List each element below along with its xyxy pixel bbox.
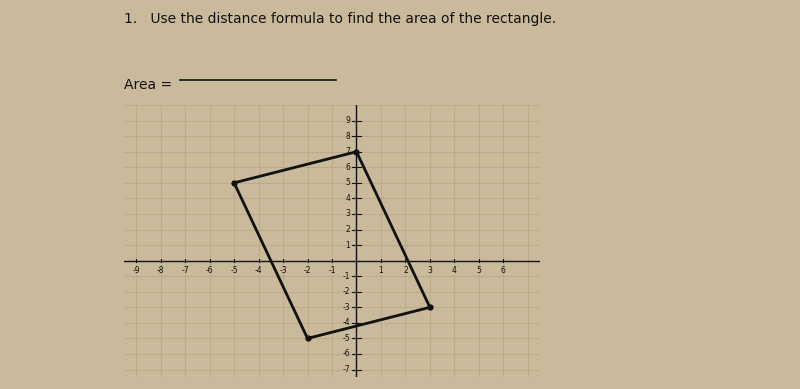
Text: 7: 7	[346, 147, 350, 156]
Text: -3: -3	[279, 266, 287, 275]
Text: 2: 2	[346, 225, 350, 234]
Text: -5: -5	[230, 266, 238, 275]
Text: 9: 9	[346, 116, 350, 125]
Text: 5: 5	[476, 266, 482, 275]
Text: -1: -1	[343, 272, 350, 281]
Text: -8: -8	[157, 266, 165, 275]
Text: 3: 3	[427, 266, 432, 275]
Text: -7: -7	[342, 365, 350, 374]
Text: -9: -9	[133, 266, 140, 275]
Text: 1: 1	[378, 266, 383, 275]
Text: -4: -4	[254, 266, 262, 275]
Text: -6: -6	[342, 349, 350, 359]
Text: 6: 6	[501, 266, 506, 275]
Text: -2: -2	[304, 266, 311, 275]
Text: 6: 6	[346, 163, 350, 172]
Text: 1.   Use the distance formula to find the area of the rectangle.: 1. Use the distance formula to find the …	[124, 12, 556, 26]
Text: 4: 4	[452, 266, 457, 275]
Text: Area =: Area =	[124, 78, 172, 92]
Text: -6: -6	[206, 266, 214, 275]
Text: 4: 4	[346, 194, 350, 203]
Text: -7: -7	[182, 266, 189, 275]
Text: 2: 2	[403, 266, 408, 275]
Text: 8: 8	[346, 131, 350, 141]
Text: 5: 5	[346, 178, 350, 187]
Text: 3: 3	[346, 209, 350, 219]
Text: -5: -5	[342, 334, 350, 343]
Text: 1: 1	[346, 240, 350, 250]
Text: -2: -2	[343, 287, 350, 296]
Text: -1: -1	[328, 266, 336, 275]
Text: -3: -3	[342, 303, 350, 312]
Text: -4: -4	[342, 318, 350, 328]
